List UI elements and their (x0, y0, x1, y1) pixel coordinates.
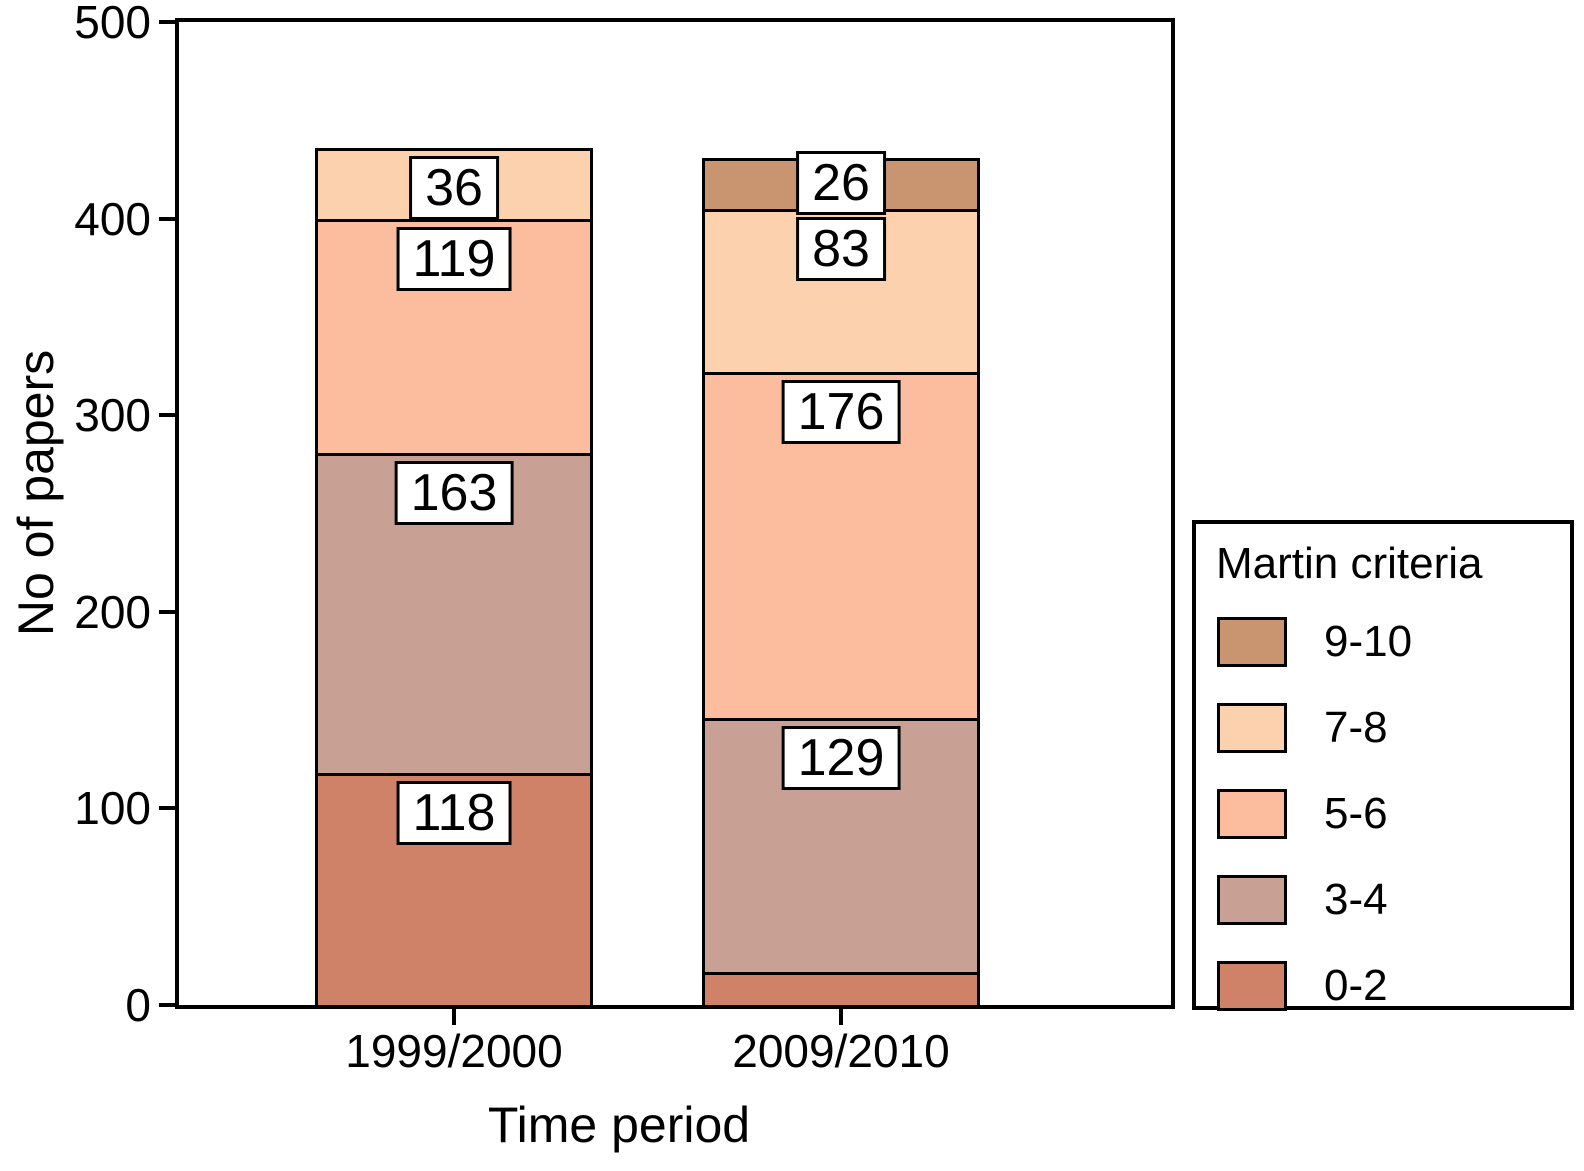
y-axis-tick-label: 100 (74, 782, 151, 835)
y-axis-tick-label: 400 (74, 192, 151, 245)
legend-swatch-9-10 (1217, 617, 1287, 667)
legend-box: Martin criteria 9-10 7-8 5-6 3-4 0-2 (1192, 520, 1574, 1011)
x-axis-category-label: 2009/2010 (732, 1025, 950, 1077)
legend-label-0-2: 0-2 (1324, 961, 1388, 1010)
y-axis-tick-mark (159, 20, 175, 24)
y-axis-tick-mark (159, 609, 175, 614)
y-axis-tick-label: 0 (125, 979, 151, 1031)
value-label-0-2-1999/2000: 118 (396, 781, 512, 845)
y-axis-tick-label: 500 (74, 0, 151, 48)
value-label-9-10-2009/2010: 26 (796, 151, 886, 216)
value-label-7-8-1999/2000: 36 (409, 155, 499, 220)
legend-swatch-7-8 (1217, 703, 1287, 753)
y-axis-tick-label: 300 (74, 389, 151, 442)
value-label-7-8-2009/2010: 83 (796, 216, 886, 281)
legend-swatch-0-2 (1217, 961, 1287, 1011)
legend-label-3-4: 3-4 (1324, 875, 1388, 924)
value-label-3-4-2009/2010: 129 (781, 725, 901, 790)
x-axis-tick-mark (452, 1009, 456, 1025)
value-label-5-6-1999/2000: 119 (396, 226, 512, 291)
bar-segment-0-2-2009/2010 (702, 971, 980, 1005)
legend-title: Martin criteria (1216, 539, 1483, 588)
y-axis-tick-mark (159, 806, 175, 811)
x-axis-category-label: 1999/2000 (345, 1025, 563, 1077)
legend-swatch-5-6 (1217, 789, 1287, 839)
value-label-5-6-2009/2010: 176 (781, 379, 901, 444)
legend-swatch-3-4 (1217, 875, 1287, 925)
y-axis-tick-mark (159, 413, 175, 418)
x-axis-tick-mark (839, 1009, 843, 1025)
legend-label-9-10: 9-10 (1324, 617, 1413, 666)
value-label-3-4-1999/2000: 163 (394, 460, 514, 525)
y-axis-tick-mark (159, 1003, 175, 1007)
x-axis-title: Time period (487, 1097, 751, 1153)
legend-label-5-6: 5-6 (1324, 789, 1388, 838)
y-axis-tick-label: 200 (74, 585, 151, 638)
y-axis-tick-mark (159, 216, 175, 221)
legend-label-7-8: 7-8 (1324, 703, 1388, 752)
